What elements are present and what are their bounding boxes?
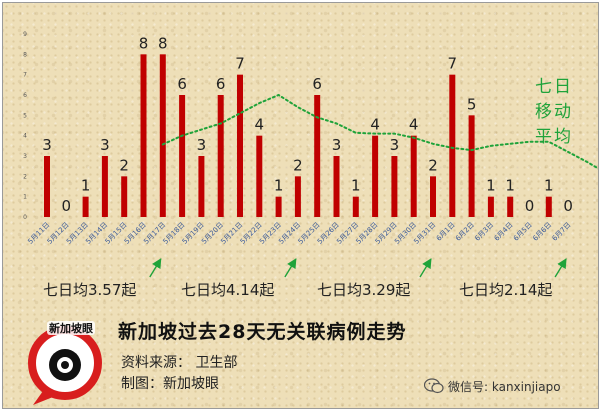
data-label: 6 [216,75,226,93]
legend-line-2: 移动 [535,102,573,122]
data-label: 8 [158,34,168,52]
x-tick-label: 6月7日 [551,221,573,243]
bar [372,135,379,217]
bar [82,196,89,217]
bar [237,74,243,218]
data-label: 6 [177,75,187,93]
annotation-arrow [149,258,162,278]
chart-title: 新加坡过去28天无关联病例走势 [118,321,407,343]
wechat-id: 微信号: kanxinjiapo [424,376,561,396]
bar [507,196,514,217]
data-label: 4 [409,116,419,134]
annotation-2: 七日均4.14起 [181,281,275,299]
logo-text: 新加坡眼 [49,321,93,335]
data-label: 2 [428,156,438,174]
x-axis: 5月11日5月12日5月13日5月14日5月15日5月16日5月17日5月18日… [26,221,572,246]
data-label: 3 [197,136,207,154]
data-label: 5 [467,95,477,113]
y-tick-label: 2 [23,173,27,180]
bar [333,156,340,217]
y-axis: 0 1 2 3 4 5 6 7 8 9 [23,31,27,221]
data-label: 4 [255,116,265,134]
bar [314,95,321,217]
bar [275,196,282,217]
bar [352,196,359,217]
data-label: 0 [62,197,72,215]
bar [101,156,108,217]
source-line: 资料来源： 卫生部 [121,355,238,371]
annotation-3: 七日均3.29起 [317,281,411,299]
brand-logo: 新加坡眼 [21,313,116,408]
data-label: 1 [274,177,284,195]
bar [410,135,417,217]
data-label: 6 [312,75,322,93]
x-tick-label: 6月2日 [454,221,476,243]
bar [487,196,494,217]
x-tick-label: 6月5日 [512,221,534,243]
data-label: 1 [81,177,91,195]
bar [179,95,186,217]
data-label: 0 [563,197,573,215]
moving-average-series [161,93,598,170]
annotation-4: 七日均2.14起 [459,281,553,299]
bar [449,74,456,218]
y-tick-label: 5 [23,112,27,119]
annotation-arrows [149,258,567,278]
y-tick-label: 7 [23,72,27,79]
bar [256,135,263,217]
annotation-arrow [554,258,567,278]
moving-average-line [161,93,598,170]
bar [430,176,436,217]
data-label: 3 [42,136,52,154]
x-tick-label: 6月4日 [493,221,515,243]
moving-average-legend: 七日 移动 平均 [528,75,580,150]
annotation-arrow [419,258,432,278]
bar [217,95,224,217]
annotation-1: 七日均3.57起 [43,281,137,299]
bar [44,156,50,217]
data-label: 7 [235,55,245,73]
bar [468,115,475,217]
x-tick-label: 6月1日 [435,221,457,243]
data-label: 2 [293,156,303,174]
data-label: 0 [525,197,535,215]
bar [159,54,166,218]
x-tick-label: 6月6日 [531,221,553,243]
data-label: 3 [100,136,110,154]
y-tick-label: 3 [23,153,27,160]
data-label: 1 [544,177,554,195]
bar [545,196,552,217]
y-tick-label: 9 [23,31,27,38]
bar [198,156,205,217]
y-tick-label: 0 [23,214,27,221]
data-label: 1 [486,177,496,195]
y-tick-label: 1 [23,194,27,201]
bar [294,176,301,217]
bars [44,54,552,218]
data-label: 7 [448,55,458,73]
bar [391,156,398,217]
y-tick-label: 4 [23,133,27,140]
wechat-icon [424,378,444,394]
legend-line-3: 平均 [535,127,573,147]
data-label: 3 [390,136,400,154]
data-label: 3 [332,136,342,154]
y-tick-label: 6 [23,92,27,99]
data-label: 1 [505,177,515,195]
data-label: 8 [139,34,149,52]
x-tick-label: 6月3日 [473,221,495,243]
legend-line-1: 七日 [535,77,573,97]
data-label: 2 [119,156,129,174]
maker-line: 制图：新加坡眼 [121,376,219,392]
data-label: 4 [370,116,380,134]
annotation-arrow [284,258,297,278]
bar [140,54,147,218]
data-label: 1 [351,177,361,195]
bar [121,176,128,217]
y-tick-label: 8 [23,51,27,58]
wechat-label: 微信号: kanxinjiapo [448,379,561,394]
